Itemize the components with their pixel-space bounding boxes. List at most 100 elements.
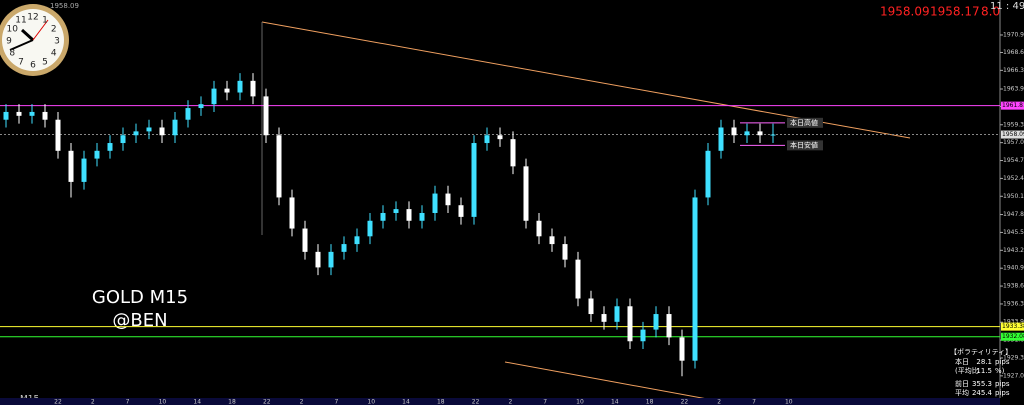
candle-body (328, 251, 334, 268)
candle-body (770, 134, 776, 136)
time-axis (0, 398, 1000, 405)
candle-body (497, 135, 503, 140)
x-tick-label: 22 (263, 399, 271, 405)
candle-body (16, 111, 22, 116)
candle-body (627, 306, 633, 342)
top-price: 1958.09 (50, 2, 79, 10)
day-tag (787, 117, 823, 128)
clock-number: 6 (30, 61, 36, 71)
candle-body (510, 139, 516, 167)
candle-body (107, 143, 113, 151)
candle-body (445, 193, 451, 206)
candle-body (302, 228, 308, 252)
candle-body (81, 158, 87, 182)
candle-body (198, 104, 204, 109)
y-tick-label: 1927.05 (1003, 372, 1024, 379)
candle-body (380, 212, 386, 221)
panel-label: 前日 (955, 379, 969, 388)
panel-value: 355.3 (972, 380, 992, 388)
level-label: 1933.38 (1002, 323, 1024, 330)
panel-value: 245.4 (972, 389, 993, 397)
candle-body (692, 197, 698, 361)
clock-number: 8 (9, 49, 15, 59)
clock-number: 12 (27, 13, 38, 23)
level-label: 1932.08 (1002, 333, 1024, 340)
panel-title: 【ボラティリティ】 (950, 348, 1012, 356)
y-tick-label: 1950.15 (1003, 193, 1024, 200)
candle-body (653, 314, 659, 330)
candle-body (614, 306, 620, 322)
candle-body (744, 131, 750, 136)
level-tag (1001, 322, 1024, 331)
candle-body (575, 259, 581, 299)
candle-body (666, 314, 672, 338)
candle-body (3, 111, 9, 120)
x-tick-label: 18 (228, 399, 236, 405)
candle-body (406, 209, 412, 221)
level-tag (1001, 101, 1024, 110)
candle-body (237, 80, 243, 93)
candle-body (263, 96, 269, 136)
author-label: @BEN (112, 310, 167, 331)
x-tick-label: 10 (159, 399, 167, 405)
candle-body (523, 166, 529, 221)
clock-number: 2 (51, 25, 57, 35)
x-tick-label: 2 (91, 399, 95, 405)
candle-body (367, 220, 373, 237)
y-tick-label: 1952.45 (1003, 175, 1024, 182)
candle-body (172, 119, 178, 136)
candle-body (549, 236, 555, 245)
spread: 8.0 (981, 5, 1000, 19)
candle-body (224, 88, 230, 93)
clock-number: 1 (42, 16, 48, 26)
candle-body (536, 220, 542, 237)
panel-label: 本日 (955, 357, 969, 366)
x-tick-label: 7 (126, 399, 130, 405)
x-tick-label: 18 (437, 399, 445, 405)
panel-value: 11.5 (976, 367, 992, 375)
day-label: 本日安値 (790, 140, 818, 149)
candle-body (68, 150, 74, 182)
candle-body (718, 127, 724, 151)
candle-body (133, 131, 139, 136)
panel-label: (平均比 (955, 366, 979, 375)
candle-body (354, 236, 360, 245)
candle-body (276, 135, 282, 198)
y-tick-label: 1957.05 (1003, 139, 1024, 146)
candle-body (601, 314, 607, 322)
clock-number: 3 (54, 37, 60, 47)
clock-hand (32, 19, 49, 41)
clock-number: 7 (18, 57, 24, 67)
clock-number: 10 (6, 25, 18, 35)
y-tick-label: 1943.20 (1003, 247, 1024, 254)
y-tick-label: 1963.95 (1003, 86, 1024, 93)
candle-body (419, 212, 425, 221)
y-tick-label: 1968.65 (1003, 49, 1024, 56)
x-tick-label: 14 (402, 399, 410, 405)
candle-body (484, 135, 490, 144)
trend-line (504, 361, 741, 405)
panel-unit: pips (995, 380, 1010, 388)
clock-number: 9 (6, 37, 12, 47)
y-tick-label: 1959.35 (1003, 121, 1024, 128)
y-tick-label: 1940.90 (1003, 265, 1024, 272)
y-tick-label: 1947.80 (1003, 211, 1024, 218)
candle-body (55, 119, 61, 151)
candle-body (679, 337, 685, 361)
candle-body (471, 143, 477, 217)
x-tick-label: 14 (193, 399, 201, 405)
clock-number: 11 (15, 16, 26, 26)
y-tick-label: 1945.50 (1003, 229, 1024, 236)
x-tick-label: 7 (334, 399, 338, 405)
x-tick-label: 18 (646, 399, 654, 405)
candle-body (42, 111, 48, 120)
x-tick-label: 7 (543, 399, 547, 405)
clock-time: 11 : 49 (990, 1, 1024, 12)
price-tag (1001, 130, 1024, 139)
x-tick-label: 2 (300, 399, 304, 405)
candle-body (731, 127, 737, 136)
candle-body (757, 131, 763, 136)
x-tick-label: 22 (681, 399, 689, 405)
